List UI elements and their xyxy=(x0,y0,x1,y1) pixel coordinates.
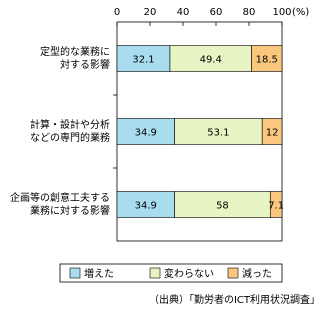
x-tick-label: 60 xyxy=(210,7,223,18)
bar-segment xyxy=(251,45,283,72)
bar-segment xyxy=(269,191,283,218)
bar-segment xyxy=(261,118,283,145)
value-label: 18.5 xyxy=(256,55,278,66)
value-label: 49.4 xyxy=(200,55,222,66)
x-tick-label: 80 xyxy=(243,7,256,18)
category-label: 計算・設計や分析などの専門的業務 xyxy=(30,118,110,144)
bar-segment xyxy=(174,118,263,145)
legend-frame xyxy=(59,263,283,283)
value-label: 12 xyxy=(266,128,279,139)
bar-segment xyxy=(116,118,175,145)
legend-label: 変わらない xyxy=(164,267,214,280)
legend-swatch xyxy=(69,267,81,279)
value-label: 34.9 xyxy=(135,201,157,212)
category-label: 定型的な業務に対する影響 xyxy=(40,45,110,71)
value-label: 53.1 xyxy=(207,128,229,139)
value-label: 7.1 xyxy=(268,201,284,212)
source-note: （出典）「勤労者のICT利用状況調査」 xyxy=(149,293,320,306)
legend-swatch xyxy=(227,267,239,279)
category-label: 企画等の創意工夫する業務に対する影響 xyxy=(10,191,110,217)
value-label: 34.9 xyxy=(135,128,157,139)
x-tick-label: 20 xyxy=(144,7,157,18)
legend-swatch xyxy=(149,267,161,279)
bar-segment xyxy=(169,45,252,72)
bar-segment xyxy=(174,191,271,218)
bar-segment xyxy=(116,45,171,72)
x-tick-label: 0 xyxy=(114,7,120,18)
x-unit: (%) xyxy=(292,7,309,18)
x-tick-label: 40 xyxy=(177,7,190,18)
value-label: 32.1 xyxy=(132,55,154,66)
legend-label: 増えた xyxy=(84,267,114,280)
x-tick-label: 100 xyxy=(272,7,291,18)
legend-label: 減った xyxy=(242,267,272,280)
value-label: 58 xyxy=(216,201,229,212)
